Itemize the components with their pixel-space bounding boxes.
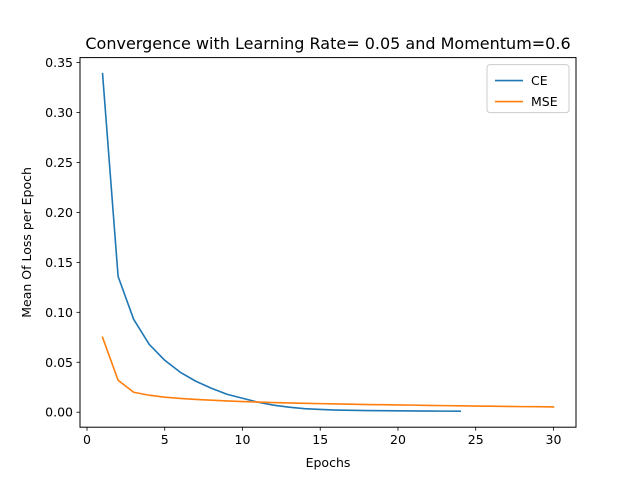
x-tick-label: 30 — [546, 432, 562, 447]
x-tick-label: 0 — [83, 432, 91, 447]
legend-box — [486, 64, 570, 114]
x-axis-label: Epochs — [306, 455, 351, 470]
x-tick-label: 10 — [235, 432, 251, 447]
x-axis-ticks: 0 5 10 15 20 25 30 — [83, 427, 561, 447]
y-tick-label: 0.05 — [45, 355, 73, 370]
axes-frame — [79, 57, 577, 428]
x-tick-label: 25 — [468, 432, 484, 447]
series-layer — [101, 72, 555, 413]
x-tick-label: 20 — [390, 432, 406, 447]
x-tick-label: 15 — [312, 432, 328, 447]
legend: CE MSE — [486, 64, 570, 114]
y-tick-label: 0.20 — [45, 205, 73, 220]
chart-title: Convergence with Learning Rate= 0.05 and… — [85, 34, 570, 53]
y-axis-label: Mean Of Loss per Epoch — [19, 167, 34, 318]
series-line-ce — [101, 72, 461, 413]
legend-label-ce: CE — [531, 73, 548, 88]
y-tick-label: 0.30 — [45, 105, 73, 120]
x-tick-label: 5 — [161, 432, 169, 447]
y-tick-label: 0.10 — [45, 305, 73, 320]
legend-label-mse: MSE — [531, 94, 558, 109]
y-tick-label: 0.00 — [45, 405, 73, 420]
y-tick-label: 0.35 — [45, 55, 73, 70]
series-line-mse — [101, 336, 555, 408]
y-tick-label: 0.25 — [45, 155, 73, 170]
y-tick-label: 0.15 — [45, 255, 73, 270]
y-axis-ticks: 0.00 0.05 0.10 0.15 0.20 0.25 0.30 0.35 — [45, 55, 80, 420]
